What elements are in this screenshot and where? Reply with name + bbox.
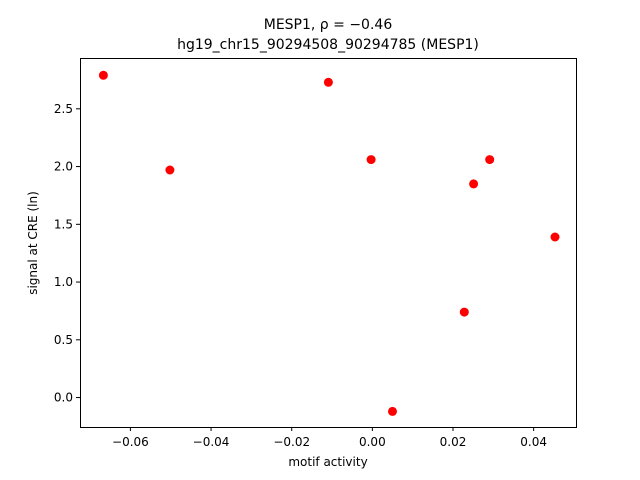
data-point-3 (366, 155, 376, 165)
y-tick-label: 2.5 (54, 102, 73, 116)
y-tick-label: 1.5 (54, 217, 73, 231)
y-tick-label: 2.0 (54, 160, 73, 174)
x-tick-label: 0.00 (359, 435, 386, 449)
data-points (98, 70, 560, 416)
chart-title-line1: MESP1, ρ = −0.46 (264, 17, 393, 33)
data-point-4 (388, 406, 397, 416)
x-tick-label: 0.04 (520, 435, 547, 449)
x-tick-label: 0.02 (440, 435, 467, 449)
y-tick-label: 0.5 (54, 333, 73, 347)
data-point-2 (323, 77, 333, 87)
x-tick-label: −0.02 (273, 435, 310, 449)
x-axis-label: motif activity (288, 455, 367, 469)
data-point-7 (485, 155, 495, 165)
y-axis-ticks: 0.0 0.5 1.0 1.5 2.0 2.5 (54, 102, 80, 405)
data-point-1 (165, 165, 175, 175)
y-tick-label: 1.0 (54, 275, 73, 289)
x-axis-ticks: −0.06 −0.04 −0.02 0.00 0.02 0.04 (112, 427, 547, 449)
plot-area-frame (80, 58, 577, 428)
data-point-8 (550, 232, 560, 242)
data-point-0 (98, 70, 108, 80)
chart-title-line2: hg19_chr15_90294508_90294785 (MESP1) (177, 37, 479, 53)
y-axis-label: signal at CRE (ln) (26, 191, 40, 295)
data-point-6 (469, 179, 479, 189)
x-tick-label: −0.06 (112, 435, 149, 449)
data-point-5 (459, 307, 469, 317)
y-tick-label: 0.0 (54, 391, 73, 405)
x-tick-label: −0.04 (193, 435, 230, 449)
